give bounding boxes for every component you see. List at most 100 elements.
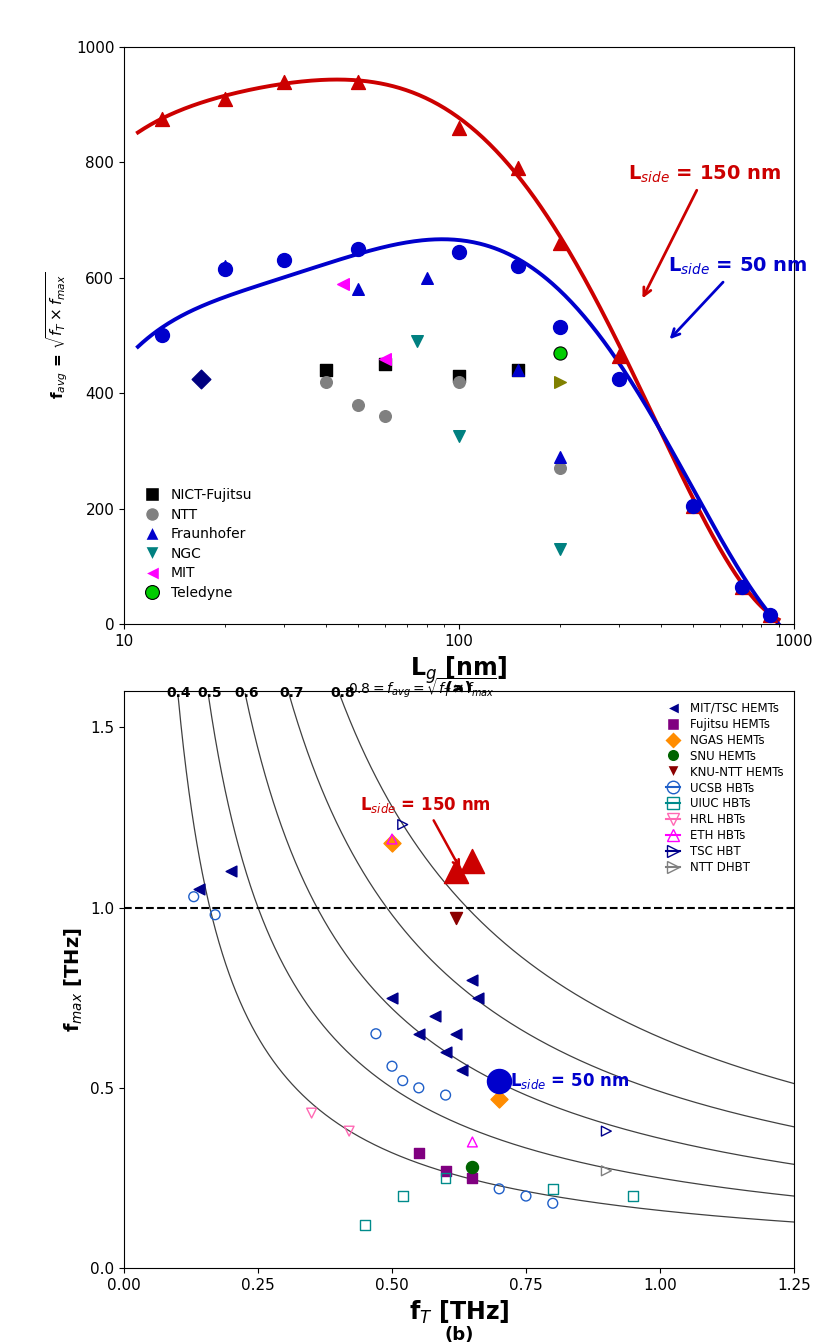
Point [686, 495, 700, 517]
Point [612, 345, 625, 366]
Point [359, 1215, 372, 1236]
Point [450, 907, 463, 929]
Point [396, 813, 409, 835]
Point [194, 368, 208, 389]
Point [412, 1142, 425, 1164]
Point [385, 832, 399, 854]
Point [218, 255, 232, 276]
Point [428, 1005, 442, 1027]
Point [439, 1084, 452, 1106]
Point [452, 425, 466, 447]
Point [319, 370, 332, 392]
Point [218, 89, 232, 110]
Point [420, 267, 433, 289]
Text: 0.6: 0.6 [235, 686, 259, 701]
Text: 0.7: 0.7 [279, 686, 304, 701]
Text: 0.5: 0.5 [197, 686, 222, 701]
Point [439, 1168, 452, 1189]
Point [466, 849, 479, 871]
Point [511, 157, 524, 178]
Point [612, 368, 625, 389]
Point [225, 860, 238, 882]
Point [218, 259, 232, 280]
Point [277, 250, 290, 271]
Text: L$_{side}$ = 150 nm: L$_{side}$ = 150 nm [360, 796, 490, 867]
Point [378, 348, 391, 369]
Point [735, 576, 748, 597]
Y-axis label: f$_{max}$ [THz]: f$_{max}$ [THz] [62, 927, 84, 1032]
Point [396, 1070, 409, 1091]
Point [493, 1178, 506, 1200]
Point [385, 1055, 399, 1076]
Point [553, 370, 566, 392]
Text: 0.4: 0.4 [166, 686, 191, 701]
Point [511, 360, 524, 381]
Point [351, 238, 365, 259]
Point [466, 969, 479, 990]
Point [546, 1193, 559, 1215]
Point [686, 495, 700, 517]
Point [627, 1185, 640, 1206]
Point [493, 1070, 506, 1091]
Point [155, 109, 169, 130]
Point [763, 605, 777, 627]
Text: 0.8: 0.8 [330, 686, 355, 701]
Point [337, 272, 350, 294]
Point [553, 232, 566, 254]
Point [412, 1023, 425, 1044]
Point [455, 1059, 468, 1080]
Point [193, 879, 206, 900]
Point [370, 1023, 383, 1044]
Point [396, 1185, 409, 1206]
Point [452, 117, 466, 138]
Point [466, 1168, 479, 1189]
Point [600, 1121, 613, 1142]
Point [546, 1178, 559, 1200]
Point [412, 1078, 425, 1099]
Point [471, 986, 485, 1008]
Point [600, 1159, 613, 1181]
Text: (a): (a) [445, 682, 473, 699]
Point [763, 605, 777, 627]
Point [277, 71, 290, 93]
Point [305, 1102, 318, 1123]
Point [735, 576, 748, 597]
Text: L$_{side}$ = 150 nm: L$_{side}$ = 150 nm [629, 164, 782, 295]
Point [493, 1088, 506, 1110]
Point [351, 395, 365, 416]
Point [410, 330, 423, 352]
Point [187, 886, 200, 907]
Point [452, 370, 466, 392]
Point [511, 360, 524, 381]
Point [519, 1185, 533, 1206]
X-axis label: f$_T$ [THz]: f$_T$ [THz] [409, 1299, 509, 1326]
Point [385, 828, 399, 849]
Point [553, 538, 566, 560]
Point [553, 458, 566, 479]
Point [342, 1121, 356, 1142]
Point [466, 1157, 479, 1178]
Point [553, 342, 566, 364]
Point [351, 279, 365, 301]
Point [452, 242, 466, 263]
Legend: NICT-Fujitsu, NTT, Fraunhofer, NGC, MIT, Teledyne: NICT-Fujitsu, NTT, Fraunhofer, NGC, MIT,… [137, 483, 258, 605]
Point [450, 1023, 463, 1044]
Point [553, 446, 566, 467]
Point [351, 71, 365, 93]
Point [378, 353, 391, 374]
Point [378, 405, 391, 427]
Point [452, 365, 466, 386]
X-axis label: L$_g$ [nm]: L$_g$ [nm] [410, 655, 508, 686]
Point [439, 1041, 452, 1063]
Point [385, 986, 399, 1008]
Point [450, 860, 463, 882]
Legend: MIT/TSC HEMTs, Fujitsu HEMTs, NGAS HEMTs, SNU HEMTs, KNU-NTT HEMTs, UCSB HBTs, U: MIT/TSC HEMTs, Fujitsu HEMTs, NGAS HEMTs… [662, 696, 788, 879]
Text: (b): (b) [444, 1326, 474, 1342]
Text: L$_{side}$ = 50 nm: L$_{side}$ = 50 nm [510, 1071, 629, 1091]
Text: $0.8 = f_{avg}=\sqrt{f_T \times f_{max}}$: $0.8 = f_{avg}=\sqrt{f_T \times f_{max}}… [348, 676, 496, 701]
Point [553, 317, 566, 338]
Point [319, 360, 332, 381]
Point [511, 255, 524, 276]
Point [466, 1131, 479, 1153]
Text: L$_{side}$ = 50 nm: L$_{side}$ = 50 nm [667, 256, 807, 337]
